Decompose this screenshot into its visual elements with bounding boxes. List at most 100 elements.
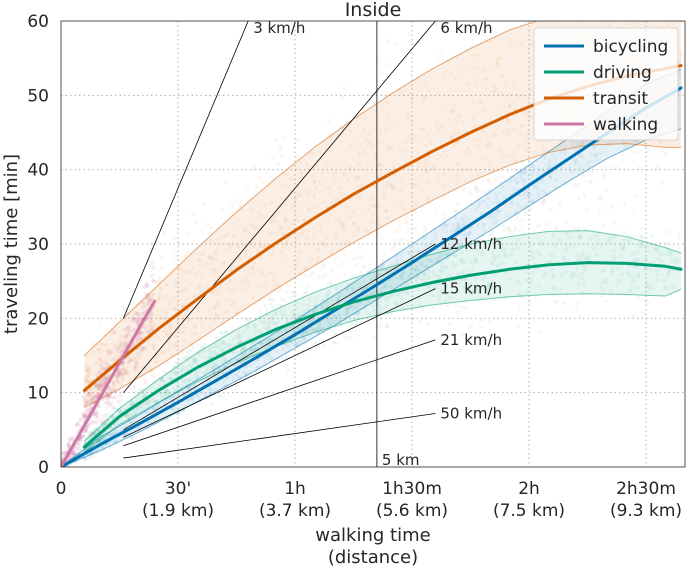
scatter-point (114, 348, 119, 353)
scatter-point (576, 301, 581, 306)
scatter-point (467, 82, 471, 87)
scatter-point (358, 245, 363, 250)
scatter-point (215, 345, 220, 350)
scatter-point (124, 413, 129, 418)
scatter-point (378, 298, 383, 303)
scatter-point (175, 279, 180, 284)
scatter-point (320, 171, 325, 176)
scatter-point (332, 340, 336, 345)
scatter-point (166, 388, 171, 393)
scatter-point (404, 158, 409, 163)
scatter-point (87, 435, 92, 440)
y-tick-label: 30 (27, 235, 49, 255)
scatter-point (387, 180, 392, 185)
scatter-point (326, 316, 331, 321)
scatter-point (236, 337, 241, 342)
scatter-point (504, 83, 509, 87)
scatter-point (186, 348, 191, 353)
scatter-point (146, 399, 151, 404)
scatter-point (603, 277, 608, 282)
scatter-point (392, 244, 397, 249)
scatter-point (129, 328, 134, 333)
scatter-point (525, 130, 529, 135)
scatter-point (478, 138, 482, 143)
scatter-point (151, 407, 156, 412)
scatter-point (70, 451, 75, 456)
legend-label-walking: walking (593, 115, 658, 135)
scatter-point (517, 307, 522, 312)
scatter-point (550, 267, 554, 272)
scatter-point (463, 233, 468, 238)
scatter-point (511, 99, 516, 104)
scatter-point (154, 332, 158, 337)
scatter-point (77, 447, 81, 451)
scatter-point (421, 96, 426, 101)
scatter-point (433, 22, 438, 27)
scatter-point (217, 395, 222, 399)
scatter-point (212, 305, 217, 310)
scatter-point (289, 176, 294, 181)
scatter-point (241, 281, 246, 286)
scatter-point (159, 393, 164, 398)
scatter-point (295, 236, 300, 241)
scatter-point (306, 193, 310, 198)
scatter-point (229, 302, 234, 307)
scatter-point (561, 301, 566, 305)
scatter-point (625, 21, 630, 26)
scatter-point (158, 276, 163, 281)
scatter-point (157, 293, 162, 298)
scatter-point (119, 351, 124, 356)
scatter-point (168, 301, 173, 306)
scatter-point (271, 297, 276, 302)
scatter-point (59, 468, 63, 472)
scatter-point (639, 241, 644, 246)
scatter-point (497, 92, 502, 96)
scatter-point (612, 256, 617, 261)
scatter-point (172, 259, 177, 264)
y-tick-label: 0 (38, 458, 49, 478)
scatter-point (361, 264, 366, 269)
scatter-point (561, 254, 566, 259)
scatter-point (334, 233, 339, 238)
scatter-point (201, 251, 206, 256)
scatter-point (383, 283, 388, 288)
scatter-point (253, 331, 257, 336)
scatter-point (552, 299, 557, 304)
scatter-point (303, 292, 308, 297)
scatter-point (183, 356, 187, 360)
y-tick-label: 50 (27, 86, 49, 106)
scatter-point (494, 192, 499, 197)
scatter-point (103, 361, 108, 366)
scatter-point (299, 340, 304, 344)
scatter-point (227, 242, 232, 247)
scatter-point (292, 316, 297, 321)
scatter-point (157, 295, 162, 300)
scatter-point (84, 438, 89, 443)
scatter-point (177, 266, 182, 271)
scatter-point (194, 358, 199, 363)
scatter-point (266, 337, 271, 342)
scatter-point (117, 409, 122, 414)
scatter-point (385, 39, 390, 44)
scatter-point (83, 378, 88, 383)
scatter-point (158, 286, 163, 291)
scatter-point (174, 319, 179, 324)
scatter-point (271, 231, 275, 236)
scatter-point (570, 271, 575, 275)
scatter-point (178, 370, 183, 375)
scatter-point (610, 266, 615, 270)
scatter-point (668, 252, 673, 257)
scatter-point (453, 118, 458, 123)
scatter-point (390, 247, 395, 252)
scatter-point (435, 124, 440, 129)
scatter-point (577, 164, 582, 169)
scatter-point (305, 235, 310, 240)
scatter-point (386, 295, 391, 300)
scatter-point (299, 172, 304, 177)
scatter-point (243, 244, 247, 249)
scatter-point (356, 225, 360, 230)
scatter-point (164, 282, 169, 287)
y-axis-label: traveling time [min] (1, 154, 22, 334)
scatter-point (152, 346, 157, 351)
scatter-point (293, 290, 298, 295)
